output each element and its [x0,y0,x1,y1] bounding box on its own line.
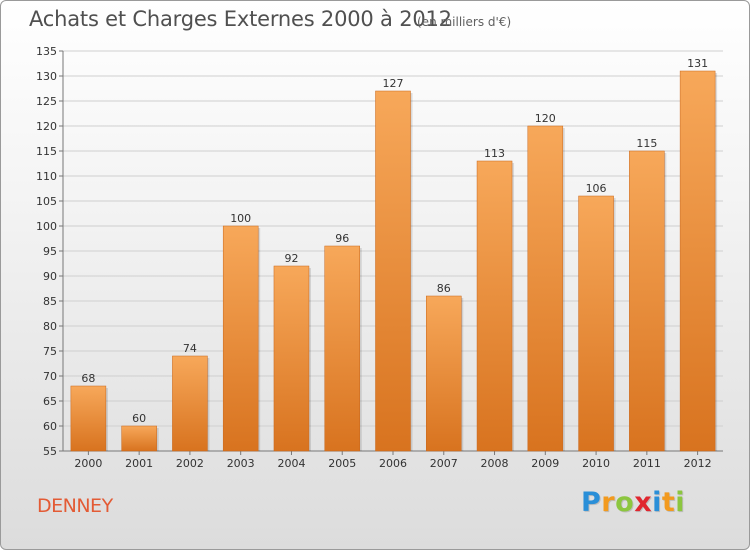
y-tick-label: 105 [36,195,57,208]
data-label-2005: 96 [335,232,349,245]
bar-2010 [578,195,614,452]
data-labels: 68 60 74 100 92 96 127 86 113 120 106 115 131 [81,57,708,425]
y-tick-label: 85 [43,295,57,308]
bar-2002 [172,355,208,452]
chart-subtitle: (en milliers d'€) [417,15,512,29]
logo-letter: i [652,487,662,518]
logo-letter: P [581,487,602,518]
bar-2009 [527,125,564,452]
bar-2000 [70,385,107,452]
x-tick-label-2005: 2005 [328,457,356,470]
logo-letter: r [601,487,616,518]
data-label-2008: 113 [484,147,505,160]
y-tick-label: 70 [43,370,57,383]
bar-2011 [629,150,665,452]
y-tick-label: 55 [43,445,57,458]
y-tick-label: 120 [36,120,57,133]
bar-2007 [426,295,462,452]
data-label-2001: 60 [132,412,146,425]
data-label-2006: 127 [383,77,404,90]
data-label-2000: 68 [81,372,95,385]
x-tick-label-2009: 2009 [531,457,559,470]
y-tick-label: 135 [36,45,57,58]
logo-letter: o [615,487,635,518]
bar-2012 [679,70,716,452]
data-label-2009: 120 [535,112,556,125]
x-tick-label-2012: 2012 [684,457,712,470]
y-tick-label: 75 [43,345,57,358]
logo-letter: i [675,487,686,518]
x-tick-label-2008: 2008 [481,457,509,470]
y-tick-label: 90 [43,270,57,283]
bar-2006 [375,90,411,452]
x-tick-label-2011: 2011 [633,457,661,470]
bar-2005 [324,245,360,452]
bar-2008 [476,160,513,452]
y-tick-label: 100 [36,220,57,233]
data-label-2010: 106 [586,182,607,195]
data-label-2002: 74 [183,342,197,355]
logo-letter: t [661,487,676,518]
y-tick-label: 60 [43,420,57,433]
y-tick-label: 130 [36,70,57,83]
bar-2001 [121,425,157,452]
data-label-2003: 100 [230,212,251,225]
y-tick-label: 125 [36,95,57,108]
x-tick-label-2000: 2000 [74,457,102,470]
x-tick-label-2007: 2007 [430,457,458,470]
data-label-2011: 115 [636,137,657,150]
data-label-2004: 92 [284,252,298,265]
y-tick-label: 110 [36,170,57,183]
data-label-2007: 86 [437,282,451,295]
proxiti-logo[interactable]: Proxiti [581,487,685,518]
x-tick-label-2004: 2004 [277,457,305,470]
chart-title: Achats et Charges Externes 2000 à 2012 [29,7,452,31]
bars [70,70,718,452]
place-name: DENNEY [37,495,113,517]
x-tick-label-2003: 2003 [227,457,255,470]
x-tick-label-2010: 2010 [582,457,610,470]
bar-2003 [222,225,259,452]
bar-2004 [273,265,310,452]
y-tick-label: 80 [43,320,57,333]
y-tick-label: 95 [43,245,57,258]
data-label-2012: 131 [687,57,708,70]
x-tick-label-2001: 2001 [125,457,153,470]
x-tick-label-2006: 2006 [379,457,407,470]
x-tick-label-2002: 2002 [176,457,204,470]
y-tick-label: 65 [43,395,57,408]
y-tick-label: 115 [36,145,57,158]
logo-letter: x [634,487,653,518]
